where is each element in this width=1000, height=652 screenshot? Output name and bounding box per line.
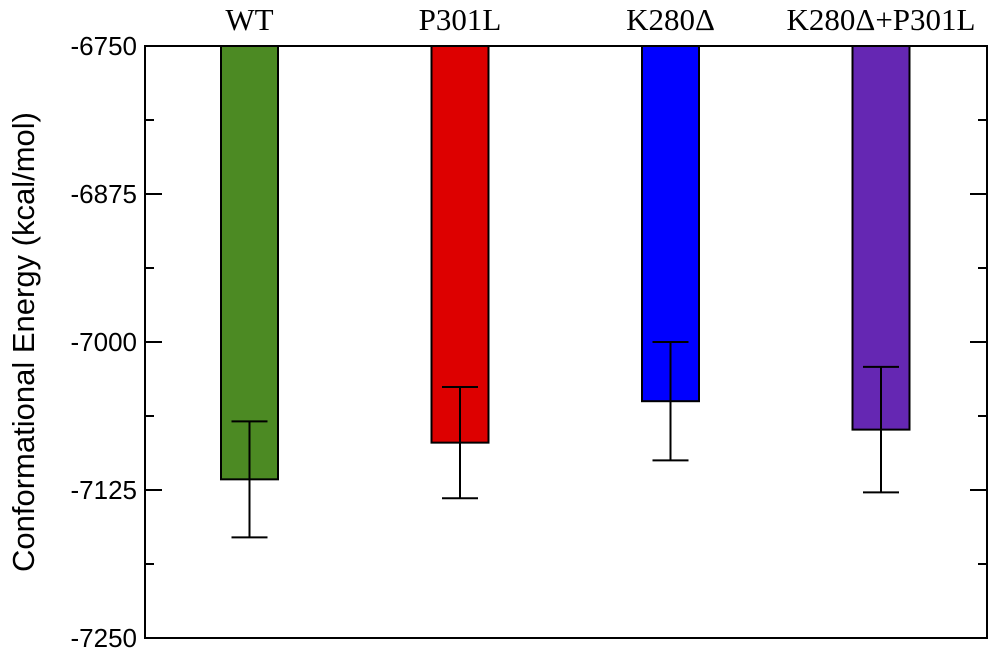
error-bars-group: [231, 341, 899, 539]
category-label: P301L: [419, 2, 502, 37]
y-tick-label: -7125: [71, 475, 138, 505]
y-axis-ticks: -6750 -6875 -7000 -7125 -7250: [71, 31, 987, 652]
category-label: WT: [225, 2, 273, 37]
category-label: K280Δ: [626, 2, 715, 37]
bars-group: [220, 45, 911, 481]
y-tick-label: -6875: [71, 179, 138, 209]
bar-1: [430, 45, 490, 444]
category-label: K280Δ+P301L: [787, 2, 976, 37]
category-labels: WT P301L K280Δ K280Δ+P301L: [225, 2, 975, 37]
bar-3: [851, 45, 911, 431]
y-tick-label: -7250: [71, 623, 138, 652]
bar-0: [220, 45, 279, 481]
y-axis-title: Conformational Energy (kcal/mol): [6, 112, 41, 572]
y-tick-label: -7000: [71, 327, 138, 357]
y-tick-label: -6750: [71, 31, 138, 61]
